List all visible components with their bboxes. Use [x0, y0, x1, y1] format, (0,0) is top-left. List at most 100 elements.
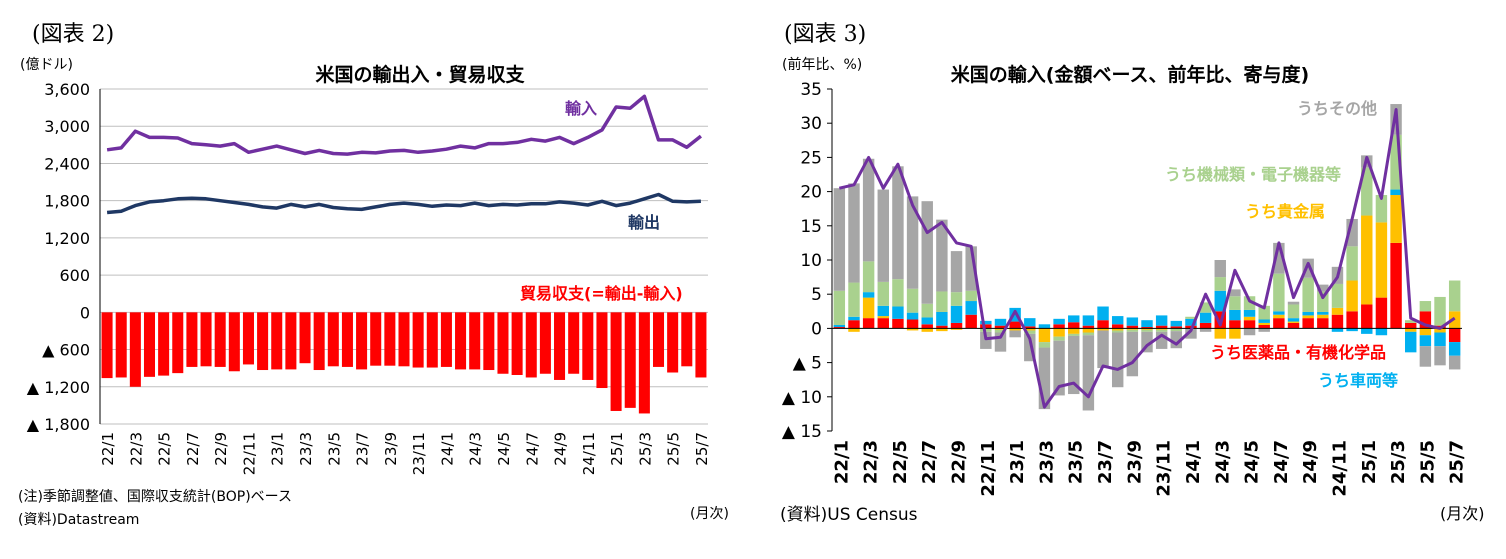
- contribution-bar: [950, 292, 963, 306]
- contribution-bar: [1214, 260, 1226, 278]
- x-tick-label: 25/1: [1359, 440, 1380, 484]
- balance-bar: [313, 312, 325, 371]
- series-label: うち機械類・電子機器等: [1165, 165, 1341, 184]
- balance-bar: [285, 312, 297, 370]
- y-tick-label: 30: [800, 114, 822, 134]
- contribution-bar: [936, 311, 948, 326]
- balance-bar: [257, 312, 269, 371]
- x-tick-label: 23/11: [1154, 440, 1175, 497]
- contribution-bar: [1317, 311, 1329, 315]
- contribution-bar: [833, 290, 846, 325]
- contribution-bar: [1243, 296, 1256, 310]
- contribution-bar: [1199, 328, 1212, 332]
- y-tick-label: 0: [811, 319, 822, 339]
- contribution-bar: [1243, 316, 1256, 321]
- contribution-bar: [1068, 333, 1080, 336]
- y-tick-label: 20: [800, 183, 822, 203]
- balance-bar: [511, 312, 523, 375]
- contribution-bar: [921, 201, 933, 304]
- figure-label-2: (図表 2): [32, 22, 115, 47]
- balance-bar: [638, 312, 650, 414]
- contribution-bar: [1405, 328, 1417, 332]
- x-tick-label: 25/7: [1447, 440, 1468, 484]
- contribution-bar: [1053, 318, 1065, 325]
- imports-yoy-line: [838, 108, 1456, 409]
- contribution-bar: [1273, 314, 1285, 319]
- contribution-bar: [921, 303, 933, 318]
- x-tick-label: 25/5: [665, 432, 683, 466]
- contribution-bar: [1229, 289, 1241, 297]
- contribution-bar: [1111, 330, 1124, 333]
- x-tick-label: 22/1: [99, 432, 117, 466]
- balance-bar: [384, 312, 396, 366]
- contribution-bar: [1053, 328, 1065, 337]
- contribution-bar: [1155, 325, 1168, 329]
- axes: [827, 88, 1462, 432]
- x-tick-label: 24/5: [495, 432, 513, 466]
- contribution-bar: [1229, 328, 1241, 339]
- contribution-bar: [1448, 280, 1461, 312]
- contribution-bar: [1361, 304, 1373, 329]
- balance-bar: [200, 312, 212, 367]
- contribution-bar: [1331, 328, 1344, 332]
- balance-bar: [568, 312, 580, 374]
- contribution-bar: [1273, 311, 1285, 315]
- balance-bar: [214, 312, 226, 367]
- contribution-bar: [1229, 296, 1241, 310]
- contribution-bar: [1185, 318, 1197, 326]
- contribution-bar: [877, 281, 889, 306]
- y-tick-label: 35: [800, 80, 822, 100]
- contribution-bar: [1199, 302, 1212, 313]
- x-tick-label: 24/3: [1212, 440, 1233, 484]
- x-tick-label: 23/11: [410, 432, 428, 475]
- y-tick-label: 15: [800, 217, 822, 237]
- balance-bar: [327, 312, 339, 367]
- balance-label: 貿易収支(=輸出-輸入): [520, 284, 683, 303]
- y-tick-label: 1,200: [44, 229, 90, 248]
- balance-bar: [667, 312, 679, 373]
- contribution-bar: [833, 188, 846, 291]
- contribution-bar: [950, 322, 963, 329]
- contribution-bar: [950, 305, 963, 323]
- contribution-bar: [1068, 335, 1080, 395]
- contribution-bar: [965, 301, 977, 315]
- contribution-bar: [1126, 331, 1139, 377]
- contribution-bar: [950, 328, 963, 330]
- contribution-bar: [965, 314, 977, 329]
- balance-bar: [271, 312, 283, 370]
- contribution-bar: [1273, 273, 1285, 312]
- balance-bar: [624, 312, 636, 408]
- contribution-bar: [1346, 311, 1358, 329]
- contribution-bar: [1155, 329, 1168, 332]
- y-unit-label-3: (前年比、%): [782, 57, 863, 73]
- contribution-bar: [1287, 318, 1300, 322]
- y-tick-label: 2,400: [44, 154, 90, 173]
- contribution-bar: [994, 332, 1007, 352]
- x-tick-label: 23/3: [297, 432, 315, 466]
- y-tick-label: 1,800: [44, 192, 90, 211]
- contribution-bar: [877, 318, 889, 329]
- contribution-bar: [848, 316, 860, 321]
- contribution-bar: [1214, 328, 1226, 339]
- x-tick-label: 23/5: [325, 432, 343, 466]
- contribution-bar: [1199, 312, 1212, 323]
- balance-bar: [412, 312, 424, 368]
- balance-bar: [539, 312, 551, 374]
- contribution-bar: [1434, 332, 1446, 347]
- x-tick-labels: 22/1 22/3 22/5 22/7 22/9 22/11 23/1 23/3 23/5 23/…: [99, 432, 711, 475]
- x-tick-label: 23/9: [382, 432, 400, 466]
- series-label: うち車両等: [1318, 371, 1398, 390]
- balance-bar: [101, 312, 113, 379]
- x-tick-label: 23/1: [1007, 440, 1028, 484]
- imports-label: 輸入: [565, 99, 597, 118]
- contribution-bar: [1361, 167, 1373, 216]
- contribution-bar: [1111, 328, 1124, 331]
- contribution-bar: [1097, 330, 1109, 369]
- contribution-bar: [877, 305, 889, 317]
- x-tick-label: 24/7: [1271, 440, 1292, 484]
- y-tick-label: 3,600: [44, 80, 90, 99]
- contribution-bar: [1287, 301, 1300, 305]
- contribution-bar: [1448, 328, 1461, 343]
- balance-bar: [115, 312, 127, 378]
